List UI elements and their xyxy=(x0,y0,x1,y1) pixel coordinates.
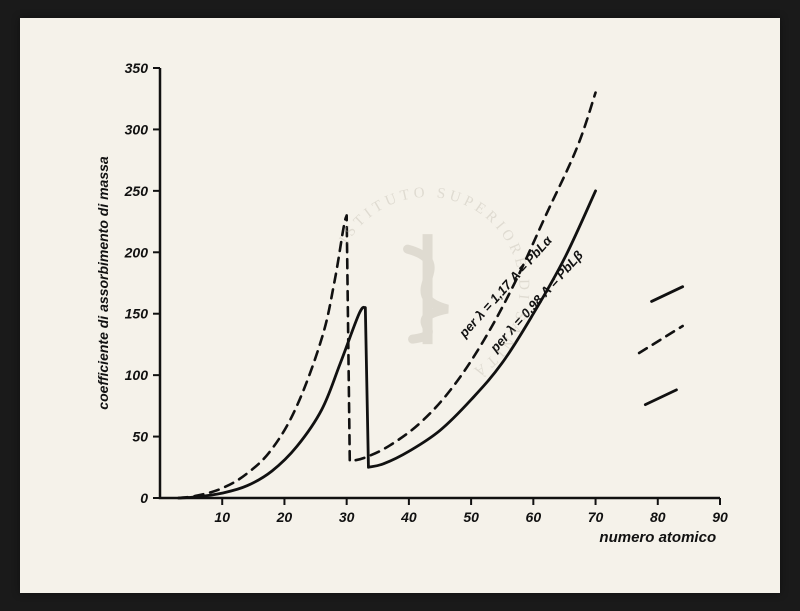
y-tick-label: 250 xyxy=(124,183,149,199)
photo-frame: 0 50 100 150 200 250 300 350 10 20 30 40 50 60 70 80 90 n… xyxy=(20,18,780,593)
y-tick-label: 50 xyxy=(132,429,148,445)
y-tick-label: 350 xyxy=(125,60,149,76)
y-tick-label: 150 xyxy=(125,306,149,322)
x-tick-label: 20 xyxy=(276,509,293,525)
y-tick-label: 0 xyxy=(140,490,148,506)
x-tick-label: 70 xyxy=(588,509,604,525)
axes xyxy=(160,68,720,498)
x-axis-label: numero atomico xyxy=(599,529,716,546)
legend-mark xyxy=(645,390,676,405)
series-PbLβ xyxy=(179,191,596,498)
y-tick-label: 100 xyxy=(125,367,149,383)
chart-svg: 0 50 100 150 200 250 300 350 10 20 30 40 50 60 70 80 90 n… xyxy=(80,58,760,558)
x-tick-label: 40 xyxy=(400,509,417,525)
x-tick-label: 80 xyxy=(650,509,666,525)
y-tick-label: 200 xyxy=(124,244,149,260)
legend-mark xyxy=(639,326,683,353)
x-tick-label: 60 xyxy=(526,509,542,525)
legend-mark xyxy=(652,287,683,302)
y-axis-label: coefficiente di assorbimento di massa xyxy=(95,156,111,410)
x-tick-label: 90 xyxy=(712,509,728,525)
x-tick-label: 10 xyxy=(214,509,230,525)
x-tick-label: 50 xyxy=(463,509,479,525)
y-tick-label: 300 xyxy=(125,121,149,137)
x-tick-label: 30 xyxy=(339,509,355,525)
chart: 0 50 100 150 200 250 300 350 10 20 30 40 50 60 70 80 90 n… xyxy=(80,58,760,558)
